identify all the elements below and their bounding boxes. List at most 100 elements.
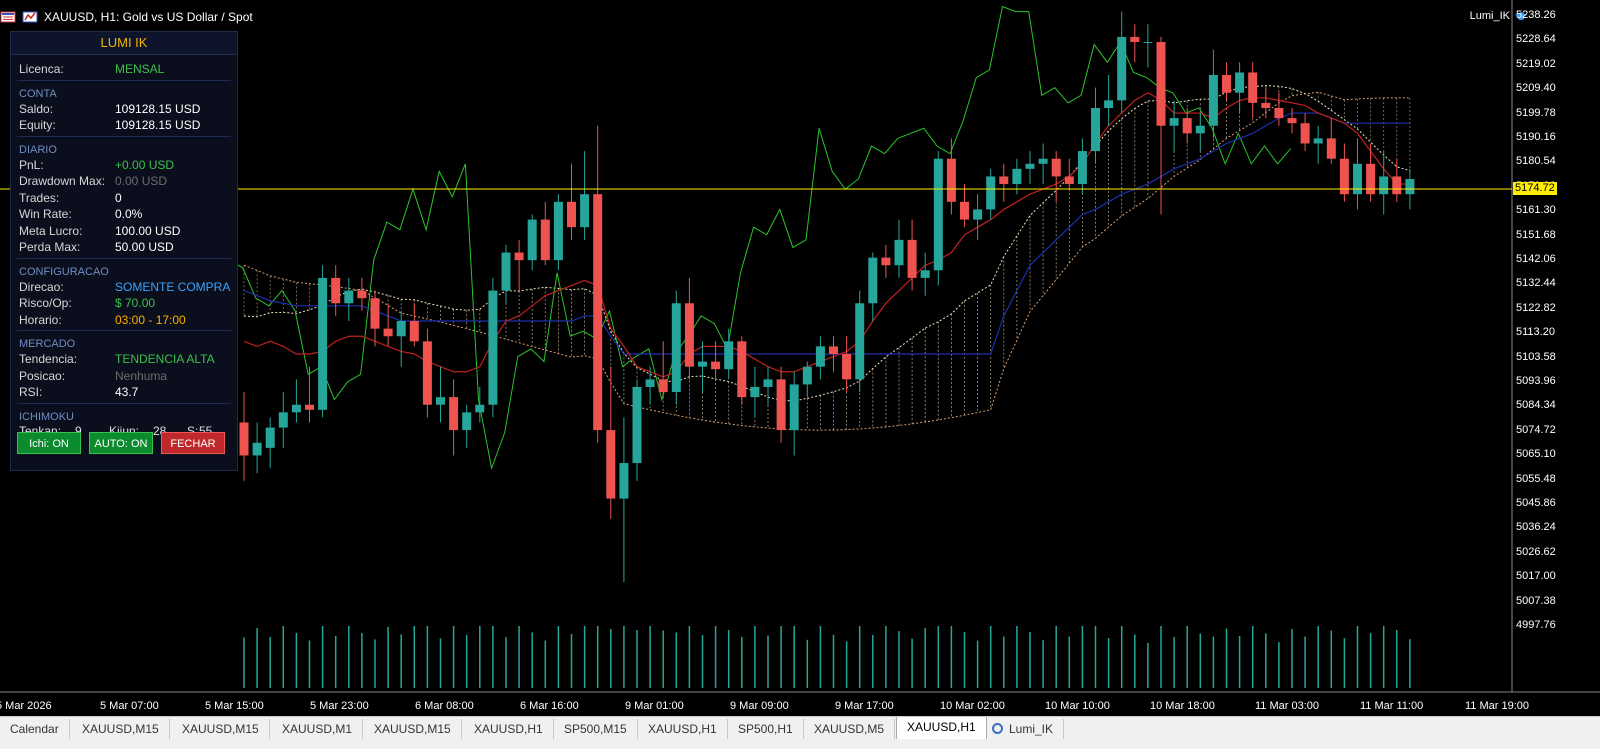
saldo-row: Saldo: 109128.15 USD xyxy=(11,101,237,118)
candle-body xyxy=(789,384,799,431)
candle-body xyxy=(501,252,511,291)
candle-body xyxy=(645,379,655,387)
meta-value: 100.00 USD xyxy=(115,223,181,238)
candle-body xyxy=(750,386,760,398)
candle-body xyxy=(488,290,498,405)
tab-label: XAUUSD,H1 xyxy=(474,722,543,736)
candle-body xyxy=(802,366,812,385)
tab-xauusd-h1[interactable]: XAUUSD,H1 xyxy=(638,719,728,739)
tab-xauusd-h1[interactable]: XAUUSD,H1 xyxy=(896,717,987,739)
tab-label: SP500,M15 xyxy=(564,722,627,736)
tab-label: XAUUSD,H1 xyxy=(648,722,717,736)
tendencia-row: Tendencia: TENDENCIA ALTA xyxy=(11,351,237,368)
tab-label: Lumi_IK xyxy=(1009,722,1054,736)
candle-body xyxy=(422,341,432,405)
drawdown-value: 0.00 USD xyxy=(115,174,168,189)
perda-label: Perda Max: xyxy=(19,240,81,255)
tab-calendar[interactable]: Calendar xyxy=(0,719,70,739)
divider xyxy=(17,135,231,137)
candle-body xyxy=(1156,42,1166,126)
tab-label: XAUUSD,M1 xyxy=(282,722,353,736)
time-tick-label: 9 Mar 09:00 xyxy=(730,700,789,712)
price-tick-label: 5113.20 xyxy=(1516,326,1555,339)
chart-area[interactable]: XAUUSD, H1: Gold vs US Dollar / Spot Lum… xyxy=(0,0,1600,730)
pnl-value: +0.00 USD xyxy=(115,157,175,172)
price-tick-label: 5084.34 xyxy=(1516,399,1556,412)
candle-body xyxy=(946,158,956,202)
price-tick-label: 5161.30 xyxy=(1516,204,1556,217)
trades-row: Trades: 0 xyxy=(11,190,237,207)
price-tick-label: 5238.26 xyxy=(1516,9,1556,21)
tab-xauusd-m15[interactable]: XAUUSD,M15 xyxy=(72,719,170,739)
candle-body xyxy=(671,303,681,393)
equity-row: Equity: 109128.15 USD xyxy=(11,117,237,134)
winrate-value: 0.0% xyxy=(115,207,143,222)
price-tick-label: 5199.78 xyxy=(1516,106,1556,119)
candle-body xyxy=(1169,118,1179,126)
tab-xauusd-m15[interactable]: XAUUSD,M15 xyxy=(364,719,462,739)
kijun-sen-line xyxy=(243,112,1410,355)
price-tick-label: 5055.48 xyxy=(1516,472,1556,485)
auto-toggle-button[interactable]: AUTO: ON xyxy=(89,432,153,454)
candle-body xyxy=(1222,74,1231,93)
chart-title-bar: XAUUSD, H1: Gold vs US Dollar / Spot xyxy=(0,8,253,26)
tab-label: XAUUSD,H1 xyxy=(907,720,976,734)
tenkan-sen-line xyxy=(243,92,1410,378)
candle-body xyxy=(606,430,616,499)
price-tick-label: 5074.72 xyxy=(1516,423,1556,436)
tab-xauusd-m1[interactable]: XAUUSD,M1 xyxy=(272,719,364,739)
tendencia-label: Tendencia: xyxy=(19,352,78,367)
trades-value: 0 xyxy=(115,190,122,205)
tab-xauusd-h1[interactable]: XAUUSD,H1 xyxy=(464,719,554,739)
meta-label: Meta Lucro: xyxy=(19,223,83,238)
tab-sp500-m15[interactable]: SP500,M15 xyxy=(554,719,638,739)
candle-body xyxy=(1339,158,1349,195)
candle-body xyxy=(449,397,459,431)
saldo-value: 109128.15 USD xyxy=(115,101,201,116)
candle-body xyxy=(540,219,550,261)
trades-label: Trades: xyxy=(19,190,60,205)
price-tick-label: 5132.44 xyxy=(1516,277,1556,290)
candle-body xyxy=(986,176,996,210)
window-menu-icon[interactable] xyxy=(0,11,16,23)
candle-body xyxy=(1405,178,1415,195)
candle-body xyxy=(1038,158,1048,164)
indicator-name: Lumi_IK xyxy=(1469,10,1510,22)
tab-xauusd-m15[interactable]: XAUUSD,M15 xyxy=(172,719,270,739)
candle-body xyxy=(1300,123,1310,144)
time-tick-label: 10 Mar 02:00 xyxy=(940,700,1005,712)
risco-label: Risco/Op: xyxy=(19,296,72,311)
candle-body xyxy=(960,201,969,220)
candle-body xyxy=(1287,118,1297,124)
candle-body xyxy=(894,239,904,266)
candle-body xyxy=(344,290,354,304)
candle-body xyxy=(436,397,445,405)
candle-body xyxy=(318,277,328,410)
candle-body xyxy=(881,257,891,266)
candle-body xyxy=(1051,158,1061,177)
time-tick-label: 10 Mar 10:00 xyxy=(1045,700,1110,712)
pnl-row: PnL: +0.00 USD xyxy=(11,157,237,174)
licence-row: Licenca: MENSAL xyxy=(11,61,237,78)
tab-xauusd-m5[interactable]: XAUUSD,M5 xyxy=(804,719,896,739)
chart-type-icon[interactable] xyxy=(22,11,38,23)
tab-sp500-h1[interactable]: SP500,H1 xyxy=(728,719,804,739)
horario-label: Horario: xyxy=(19,312,62,327)
winrate-label: Win Rate: xyxy=(19,207,72,222)
candle-body xyxy=(462,412,472,431)
direcao-value: SOMENTE COMPRA xyxy=(115,279,231,294)
indicator-label: Lumi_IK xyxy=(1470,10,1528,22)
candlestick-chart[interactable] xyxy=(0,0,1600,716)
candle-body xyxy=(1130,36,1140,43)
candle-body xyxy=(1366,163,1376,195)
senkou-label: S: xyxy=(187,423,199,438)
candle-body xyxy=(396,321,406,337)
ichi-toggle-button[interactable]: Ichi: ON xyxy=(17,432,81,454)
candle-body xyxy=(632,386,642,464)
candle-body xyxy=(920,270,930,278)
fechar-button[interactable]: FECHAR xyxy=(161,432,225,454)
price-tick-label: 5093.96 xyxy=(1516,375,1556,387)
candle-body xyxy=(1235,72,1245,93)
candle-body xyxy=(815,346,825,367)
tab-lumi-ik[interactable]: Lumi_IK xyxy=(982,719,1065,739)
